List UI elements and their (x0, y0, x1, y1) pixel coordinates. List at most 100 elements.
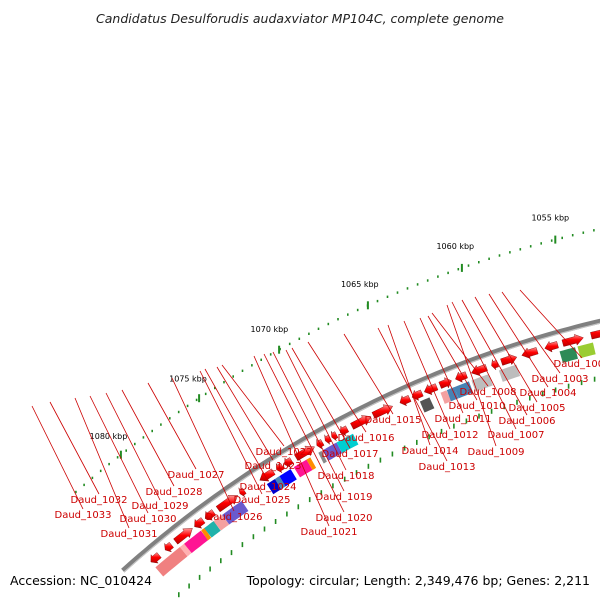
gene-arrow[interactable] (194, 517, 206, 529)
gene-arrow[interactable] (411, 389, 424, 401)
gene-label[interactable]: Daud_1025 (234, 495, 291, 506)
gene-arrow[interactable] (350, 415, 372, 430)
gene-label[interactable]: Daud_1003 (532, 374, 589, 385)
gene-label[interactable]: Daud_1024 (240, 482, 297, 493)
gene-label[interactable]: Daud_1017 (322, 449, 379, 460)
gene-arrow[interactable] (294, 445, 315, 461)
gene-arrow[interactable] (500, 353, 518, 366)
gene-label[interactable]: Daud_1010 (449, 401, 506, 412)
inner-scale-dot (178, 592, 180, 598)
gene-label[interactable]: Daud_1014 (402, 446, 459, 457)
gene-arrow[interactable] (491, 359, 499, 371)
inner-scale-dot (503, 404, 506, 410)
gene-label[interactable]: Daud_1015 (365, 415, 422, 426)
gene-leader-line (446, 304, 497, 447)
gene-label[interactable]: Daud_1030 (120, 514, 177, 525)
gene-label[interactable]: Daud_1002 (554, 359, 600, 370)
gene-label[interactable]: Daud_1021 (301, 527, 358, 538)
scale-dot (186, 404, 189, 408)
gene-label[interactable]: Daud_1013 (419, 462, 476, 473)
gene-label[interactable]: Daud_1009 (468, 447, 525, 458)
gene-label[interactable]: Daud_1019 (316, 492, 373, 503)
gene-label[interactable]: Daud_1027 (168, 470, 225, 481)
gene-arrow[interactable] (561, 334, 584, 347)
scale-dot (99, 469, 102, 473)
gene-label[interactable]: Daud_1029 (132, 501, 189, 512)
gene-arrow[interactable] (173, 528, 193, 545)
gene-arrow[interactable] (471, 364, 488, 377)
gene-label[interactable]: Daud_1022 (256, 447, 313, 458)
gene-arrow[interactable] (455, 371, 468, 383)
gene-track-block (454, 381, 474, 399)
gene-arrow[interactable] (399, 395, 412, 407)
inner-scale-dot (593, 376, 596, 382)
gene-arrow[interactable] (164, 541, 174, 553)
gene-label[interactable]: Daud_1011 (435, 414, 492, 425)
gene-features (150, 327, 600, 577)
scale-dot (251, 364, 253, 367)
scale-dot (519, 248, 522, 251)
backbone-highlight (123, 322, 600, 573)
inner-scale-dot (529, 395, 531, 401)
gene-track-block (179, 543, 192, 557)
scale-dot (241, 369, 244, 372)
gene-label[interactable]: Daud_1026 (206, 512, 263, 523)
gene-arrow[interactable] (150, 552, 162, 564)
gene-track-block (306, 457, 317, 470)
gene-arrow[interactable] (275, 462, 285, 474)
gene-track-block (274, 476, 286, 490)
gene-label[interactable]: Daud_1018 (318, 471, 375, 482)
gene-arrow[interactable] (259, 468, 276, 482)
genome-backbone (121, 318, 600, 573)
gene-track-block (266, 478, 282, 495)
gene-label[interactable]: Daud_1008 (460, 387, 517, 398)
gene-label[interactable]: Daud_1006 (499, 416, 556, 427)
gene-label[interactable]: Daud_1004 (520, 388, 577, 399)
scale-dot (223, 381, 225, 384)
scale-dot (509, 251, 511, 254)
gene-label[interactable]: Daud_1031 (101, 529, 158, 540)
gene-arrow[interactable] (284, 457, 294, 468)
gene-leader-line (387, 324, 431, 446)
gene-label[interactable]: Daud_1012 (422, 430, 479, 441)
topology-text: Topology: circular; Length: 2,349,476 bp… (246, 573, 590, 588)
gene-arrow[interactable] (590, 327, 600, 340)
gene-label[interactable]: Daud_1033 (55, 510, 112, 521)
scale-dot (550, 239, 553, 242)
scale-dot (134, 442, 136, 446)
scale-dot (327, 322, 330, 326)
gene-leader-line (204, 368, 269, 482)
gene-arrow[interactable] (204, 509, 217, 521)
scale-dot (488, 257, 490, 260)
gene-leader-line (199, 370, 263, 495)
gene-label[interactable]: Daud_1016 (338, 433, 395, 444)
gene-label[interactable]: Daud_1007 (488, 430, 545, 441)
gene-leader-line (253, 355, 330, 527)
gene-track-block (322, 442, 343, 461)
gene-arrow[interactable] (324, 434, 332, 445)
gene-label[interactable]: Daud_1005 (509, 403, 566, 414)
scale-dot (151, 429, 153, 433)
scale-dot (582, 231, 585, 234)
gene-arrow[interactable] (238, 487, 247, 498)
gene-leader-line (263, 353, 345, 513)
scale-dot (437, 275, 439, 278)
inner-scale-dot (379, 457, 382, 463)
gene-arrow[interactable] (339, 425, 350, 437)
gene-label[interactable]: Daud_1028 (146, 487, 203, 498)
gene-arrow[interactable] (544, 340, 559, 353)
gene-labels: Daud_1002Daud_1003Daud_1004Daud_1005Daud… (31, 289, 600, 540)
scale-tick-label: 1055 kbp (531, 213, 569, 222)
gene-arrow[interactable] (331, 431, 339, 441)
scale-tick-label: 1070 kbp (251, 325, 289, 334)
gene-track-block (559, 347, 578, 363)
inner-scale-dot (416, 439, 418, 445)
gene-label[interactable]: Daud_1023 (245, 461, 302, 472)
gene-arrow[interactable] (215, 495, 238, 513)
gene-label[interactable]: Daud_1032 (71, 495, 128, 506)
gene-arrow[interactable] (521, 347, 539, 359)
gene-arrow[interactable] (424, 383, 439, 396)
scale-dot (571, 234, 574, 237)
gene-label[interactable]: Daud_1020 (316, 513, 373, 524)
